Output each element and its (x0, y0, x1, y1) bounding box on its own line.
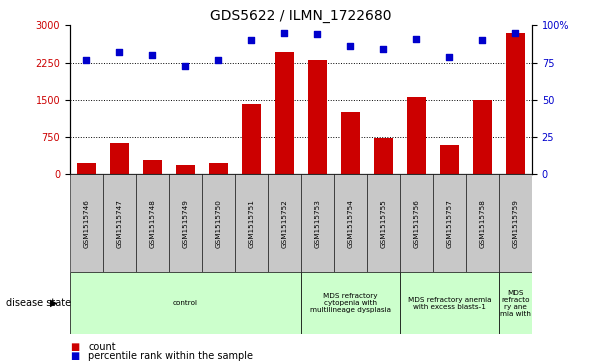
Bar (340, 112, 361, 174)
Point (181, 63, 190, 69)
Bar (499, 174, 532, 272)
Text: GSM1515756: GSM1515756 (413, 199, 420, 248)
Point (412, 36, 421, 42)
Point (148, 52, 157, 58)
Bar (301, 272, 400, 334)
Point (478, 37, 488, 43)
Bar (407, 97, 426, 174)
Text: GSM1515748: GSM1515748 (150, 199, 156, 248)
Bar (70, 174, 103, 272)
Bar (440, 146, 460, 174)
Text: disease state: disease state (6, 298, 71, 308)
Text: GSM1515755: GSM1515755 (381, 199, 387, 248)
Bar (103, 174, 136, 272)
Text: MDS
refracto
ry ane
mia with: MDS refracto ry ane mia with (500, 290, 531, 317)
Text: ■: ■ (70, 342, 79, 352)
Point (345, 43, 355, 49)
Text: GSM1515746: GSM1515746 (83, 199, 89, 248)
Bar (400, 272, 499, 334)
Point (247, 37, 257, 43)
Bar (308, 60, 327, 174)
Text: MDS refractory
cytopenia with
multilineage dysplasia: MDS refractory cytopenia with multilinea… (310, 293, 391, 313)
Point (313, 32, 322, 37)
Point (444, 54, 454, 60)
Point (280, 30, 289, 36)
Bar (235, 174, 268, 272)
Text: GSM1515750: GSM1515750 (215, 199, 221, 248)
Bar (275, 52, 294, 174)
Text: GSM1515754: GSM1515754 (347, 199, 353, 248)
Bar (466, 174, 499, 272)
Text: percentile rank within the sample: percentile rank within the sample (88, 351, 253, 361)
Bar (70, 272, 301, 334)
Bar (136, 174, 169, 272)
Bar (506, 33, 525, 174)
Text: GSM1515758: GSM1515758 (480, 199, 486, 248)
Bar (400, 174, 433, 272)
Text: MDS refractory anemia
with excess blasts-1: MDS refractory anemia with excess blasts… (408, 297, 491, 310)
Bar (367, 174, 400, 272)
Point (511, 30, 520, 36)
Text: GSM1515757: GSM1515757 (446, 199, 452, 248)
Text: GSM1515751: GSM1515751 (249, 199, 255, 248)
Bar (301, 174, 334, 272)
Bar (373, 138, 393, 174)
Text: GSM1515749: GSM1515749 (182, 199, 188, 248)
Bar (334, 174, 367, 272)
Bar (209, 163, 229, 174)
Bar (176, 165, 195, 174)
Bar (499, 272, 532, 334)
Bar (169, 174, 202, 272)
Point (81, 57, 91, 62)
Text: GSM1515753: GSM1515753 (314, 199, 320, 248)
Bar (109, 143, 130, 174)
Point (379, 46, 389, 52)
Bar (241, 104, 261, 174)
Text: count: count (88, 342, 116, 352)
Title: GDS5622 / ILMN_1722680: GDS5622 / ILMN_1722680 (210, 9, 392, 23)
Bar (142, 160, 162, 174)
Text: ■: ■ (70, 351, 79, 361)
Text: GSM1515747: GSM1515747 (116, 199, 122, 248)
Text: GSM1515759: GSM1515759 (513, 199, 519, 248)
Point (114, 49, 124, 55)
Bar (268, 174, 301, 272)
Bar (472, 100, 492, 174)
Bar (202, 174, 235, 272)
Text: GSM1515752: GSM1515752 (282, 199, 288, 248)
Text: control: control (173, 300, 198, 306)
Bar (433, 174, 466, 272)
Bar (77, 163, 96, 174)
Point (213, 57, 223, 62)
Text: ▶: ▶ (50, 298, 58, 308)
